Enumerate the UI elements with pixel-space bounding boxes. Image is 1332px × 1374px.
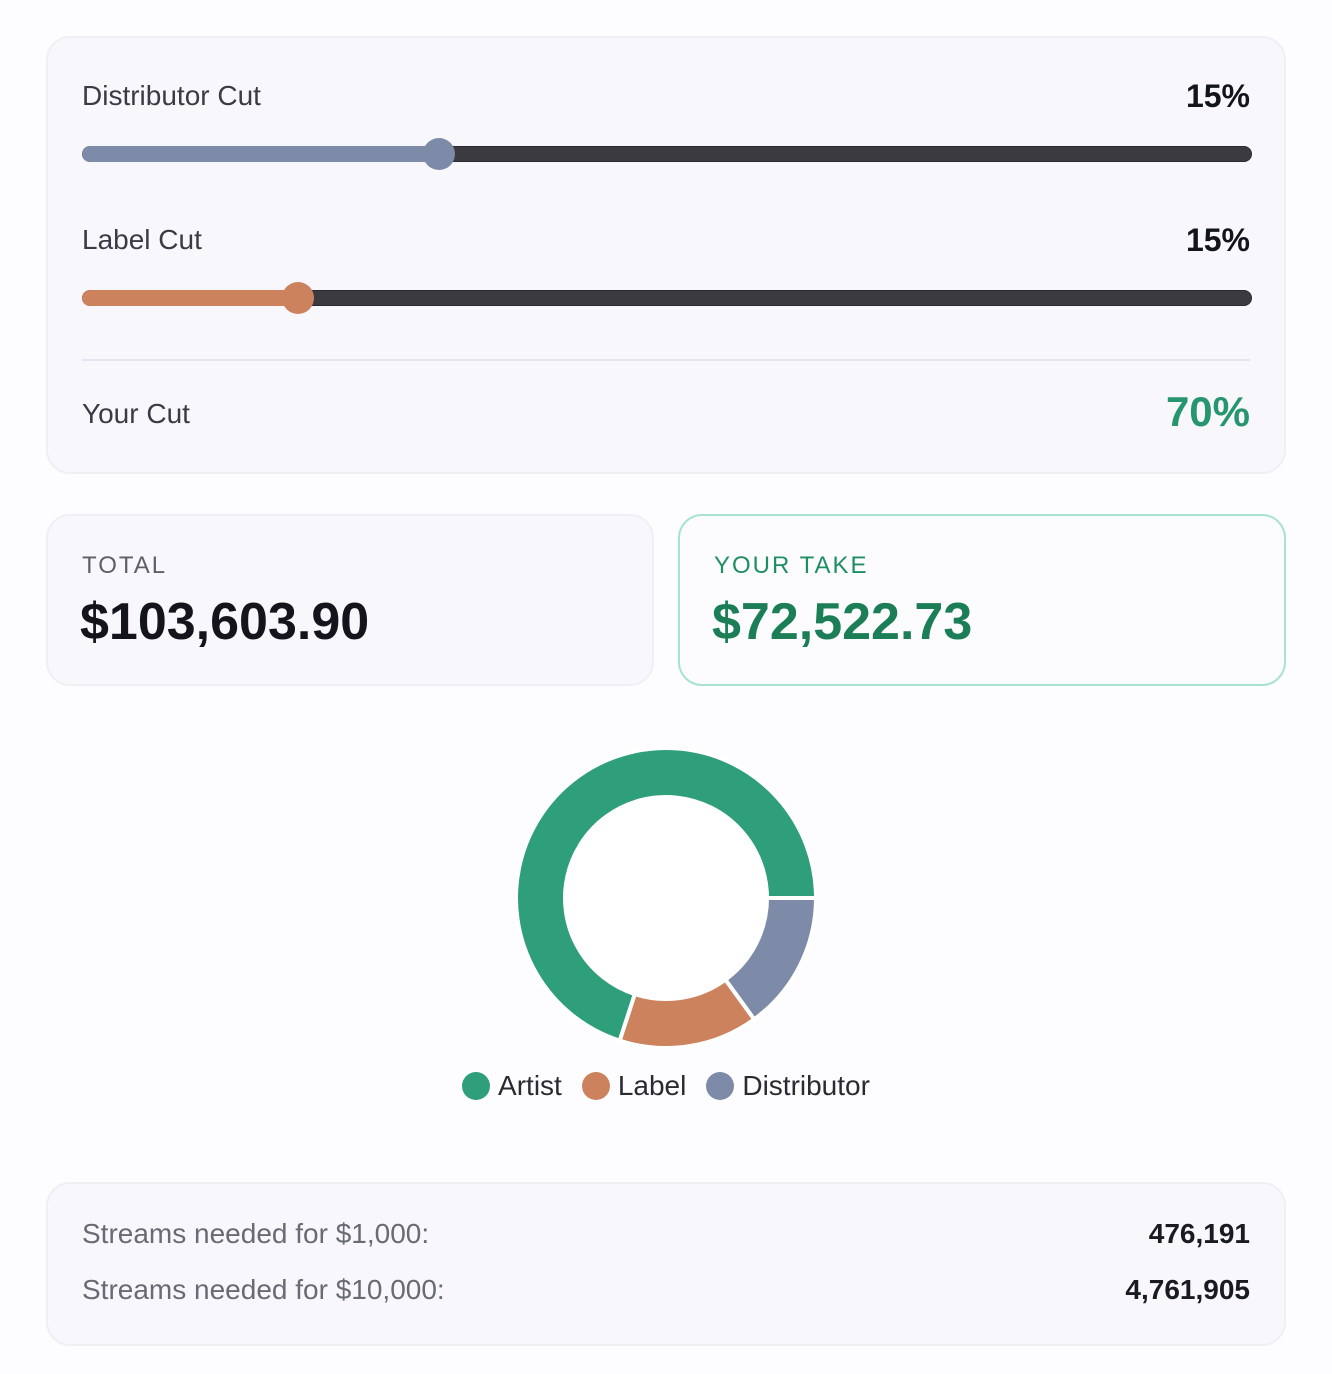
your-cut-label: Your Cut — [82, 398, 190, 429]
streams-value: 4,761,905 — [1125, 1274, 1250, 1305]
cut-controls-card: Distributor Cut 15% Label Cut 15% Your C… — [46, 36, 1286, 474]
streams-value: 476,191 — [1148, 1218, 1250, 1249]
streams-label: Streams needed for $1,000: — [82, 1218, 430, 1249]
legend-dot-distributor — [706, 1072, 735, 1100]
slider-fill — [82, 290, 299, 306]
your-take-value: $72,522.73 — [712, 593, 973, 651]
legend-dot-artist — [462, 1072, 491, 1100]
split-donut-chart — [514, 746, 819, 1050]
streams-row-10000: Streams needed for $10,000: 4,761,905 — [82, 1274, 1250, 1314]
donut-slice-artist[interactable] — [514, 746, 819, 1044]
legend-label-distributor: Distributor — [742, 1070, 870, 1101]
legend-item-label[interactable]: Label — [581, 1070, 687, 1102]
label-cut-value: 15% — [1185, 222, 1250, 258]
your-take-card: YOUR TAKE $72,522.73 — [678, 514, 1286, 686]
label-cut-label: Label Cut — [82, 224, 202, 255]
slider-fill — [82, 146, 439, 162]
donut-hole — [567, 799, 765, 997]
legend-label-label: Label — [617, 1070, 687, 1101]
distributor-cut-slider[interactable] — [82, 134, 1252, 174]
total-caption: TOTAL — [82, 552, 168, 579]
label-cut-slider[interactable] — [82, 278, 1252, 318]
streams-label: Streams needed for $10,000: — [82, 1274, 445, 1305]
donut-svg — [514, 746, 819, 1050]
distributor-cut-value: 15% — [1185, 78, 1250, 114]
your-cut-value: 70% — [1165, 388, 1250, 435]
chart-legend: Artist Label Distributor — [0, 1066, 1332, 1106]
legend-label-artist: Artist — [498, 1070, 562, 1101]
slider-thumb[interactable] — [422, 138, 455, 170]
legend-dot-label — [581, 1072, 610, 1100]
your-take-caption: YOUR TAKE — [714, 552, 869, 579]
divider — [82, 359, 1250, 361]
distributor-cut-label: Distributor Cut — [82, 80, 261, 111]
total-card: TOTAL $103,603.90 — [46, 514, 654, 686]
slider-thumb[interactable] — [282, 282, 315, 314]
total-value: $103,603.90 — [80, 593, 370, 651]
streams-needed-card: Streams needed for $1,000: 476,191 Strea… — [46, 1182, 1286, 1346]
legend-item-distributor[interactable]: Distributor — [706, 1070, 870, 1102]
legend-item-artist[interactable]: Artist — [462, 1070, 562, 1102]
streams-row-1000: Streams needed for $1,000: 476,191 — [82, 1218, 1250, 1258]
